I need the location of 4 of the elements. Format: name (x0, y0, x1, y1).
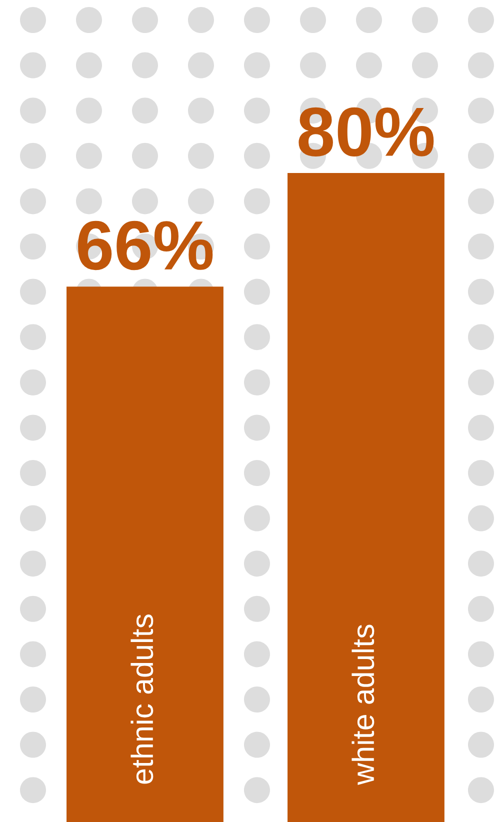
x-tick-label: white adults (352, 624, 374, 786)
data-label: 66% (78, 220, 213, 270)
data-label: 80% (298, 107, 434, 156)
x-tick-label: ethnic adults (130, 614, 154, 784)
